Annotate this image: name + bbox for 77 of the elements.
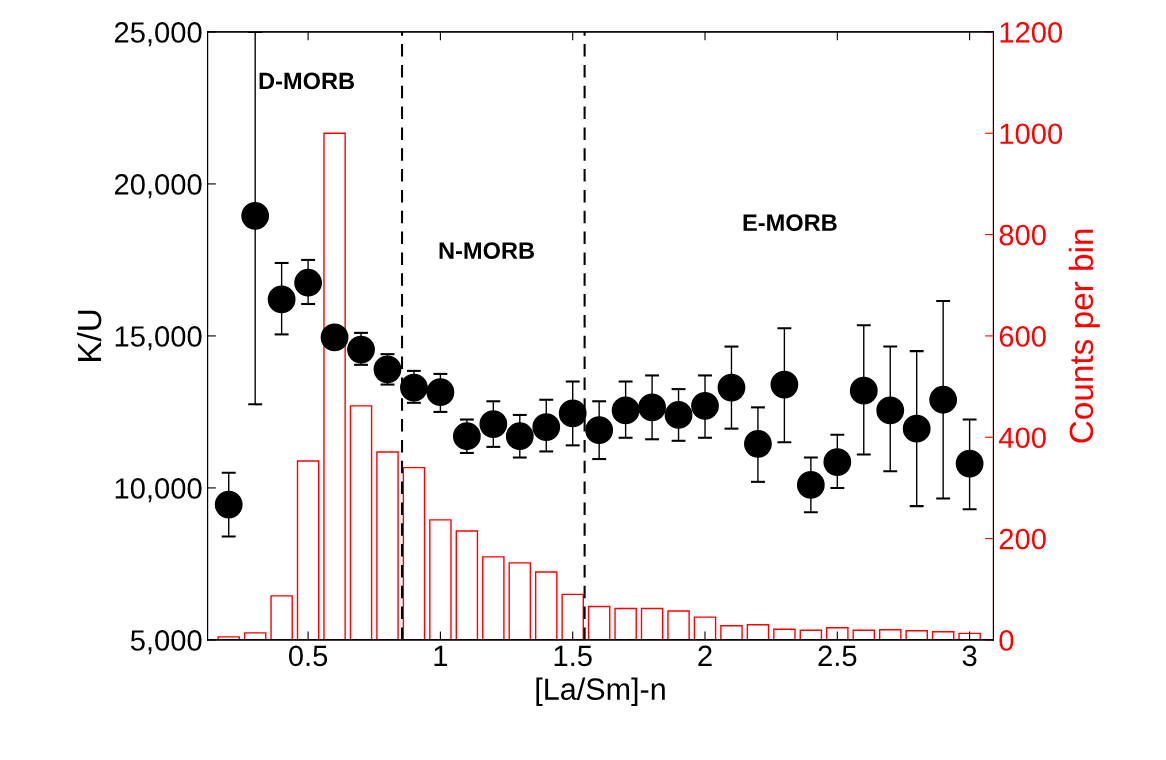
point	[373, 355, 402, 384]
bar	[614, 607, 637, 640]
bar	[296, 460, 320, 640]
bar	[640, 607, 664, 640]
point	[241, 201, 270, 230]
point	[902, 414, 931, 443]
point	[611, 396, 640, 425]
point	[214, 490, 243, 519]
point	[955, 449, 984, 478]
y2-tick-label: 0	[999, 630, 1014, 651]
point	[770, 370, 799, 399]
x-tick-label: 1.5	[554, 645, 592, 667]
y2-tick-label: 1000	[1000, 123, 1063, 145]
bar	[693, 616, 717, 640]
bar	[429, 519, 452, 640]
point	[929, 385, 958, 414]
point	[638, 393, 666, 422]
point	[505, 422, 534, 451]
bar	[349, 405, 373, 640]
x-axis-title: [La/Sm]-n	[536, 677, 665, 707]
point	[532, 413, 561, 442]
x-tick-label: 3	[962, 645, 977, 667]
bar	[376, 451, 399, 640]
point	[426, 378, 455, 407]
point	[558, 399, 587, 428]
annotation: E-MORB	[743, 214, 837, 231]
x-tick-label: 0.5	[288, 645, 328, 667]
point	[400, 373, 428, 402]
bar	[667, 610, 690, 640]
y-tick-label: 5,000	[130, 630, 202, 655]
bar	[402, 466, 426, 640]
point	[664, 401, 693, 429]
y-axis-title: K/U	[76, 310, 102, 361]
point	[320, 323, 349, 352]
point	[849, 376, 878, 405]
point	[267, 285, 296, 314]
point	[796, 470, 825, 499]
point	[744, 429, 772, 458]
point	[479, 410, 508, 438]
bar	[270, 595, 293, 640]
x-tick-label: 2.5	[818, 645, 857, 667]
bar	[534, 571, 558, 640]
x-tick-label: 2	[698, 645, 712, 666]
point	[691, 391, 719, 420]
y2-tick-label: 400	[998, 427, 1046, 449]
point	[823, 448, 852, 476]
y-tick-label: 15,000	[115, 326, 202, 351]
bar	[561, 593, 584, 640]
point	[294, 268, 322, 297]
bar	[482, 556, 505, 640]
bar	[323, 132, 346, 640]
y-tick-label: 25,000	[114, 22, 202, 47]
point	[717, 373, 746, 402]
bar	[773, 628, 796, 640]
annotation: N-MORB	[439, 242, 534, 259]
point	[347, 335, 375, 364]
y2-axis-title: Counts per bin	[1068, 229, 1100, 443]
point	[452, 422, 481, 451]
y2-tick-label: 1200	[1000, 22, 1063, 43]
bar	[587, 605, 611, 640]
bar	[720, 625, 743, 640]
y2-tick-label: 800	[999, 224, 1046, 246]
y2-tick-label: 200	[999, 528, 1046, 550]
bar	[508, 562, 532, 640]
bar	[455, 530, 479, 640]
bar	[826, 627, 849, 640]
x-tick-label: 1	[434, 645, 448, 666]
y-tick-label: 20,000	[114, 174, 202, 199]
bar	[878, 629, 902, 640]
bar	[852, 629, 876, 640]
point	[876, 396, 905, 425]
y2-tick-label: 600	[999, 326, 1046, 347]
annotation: D-MORB	[259, 72, 355, 90]
point	[585, 416, 614, 445]
bar	[905, 630, 928, 640]
y-tick-label: 10,000	[115, 478, 202, 503]
bar	[746, 624, 770, 640]
